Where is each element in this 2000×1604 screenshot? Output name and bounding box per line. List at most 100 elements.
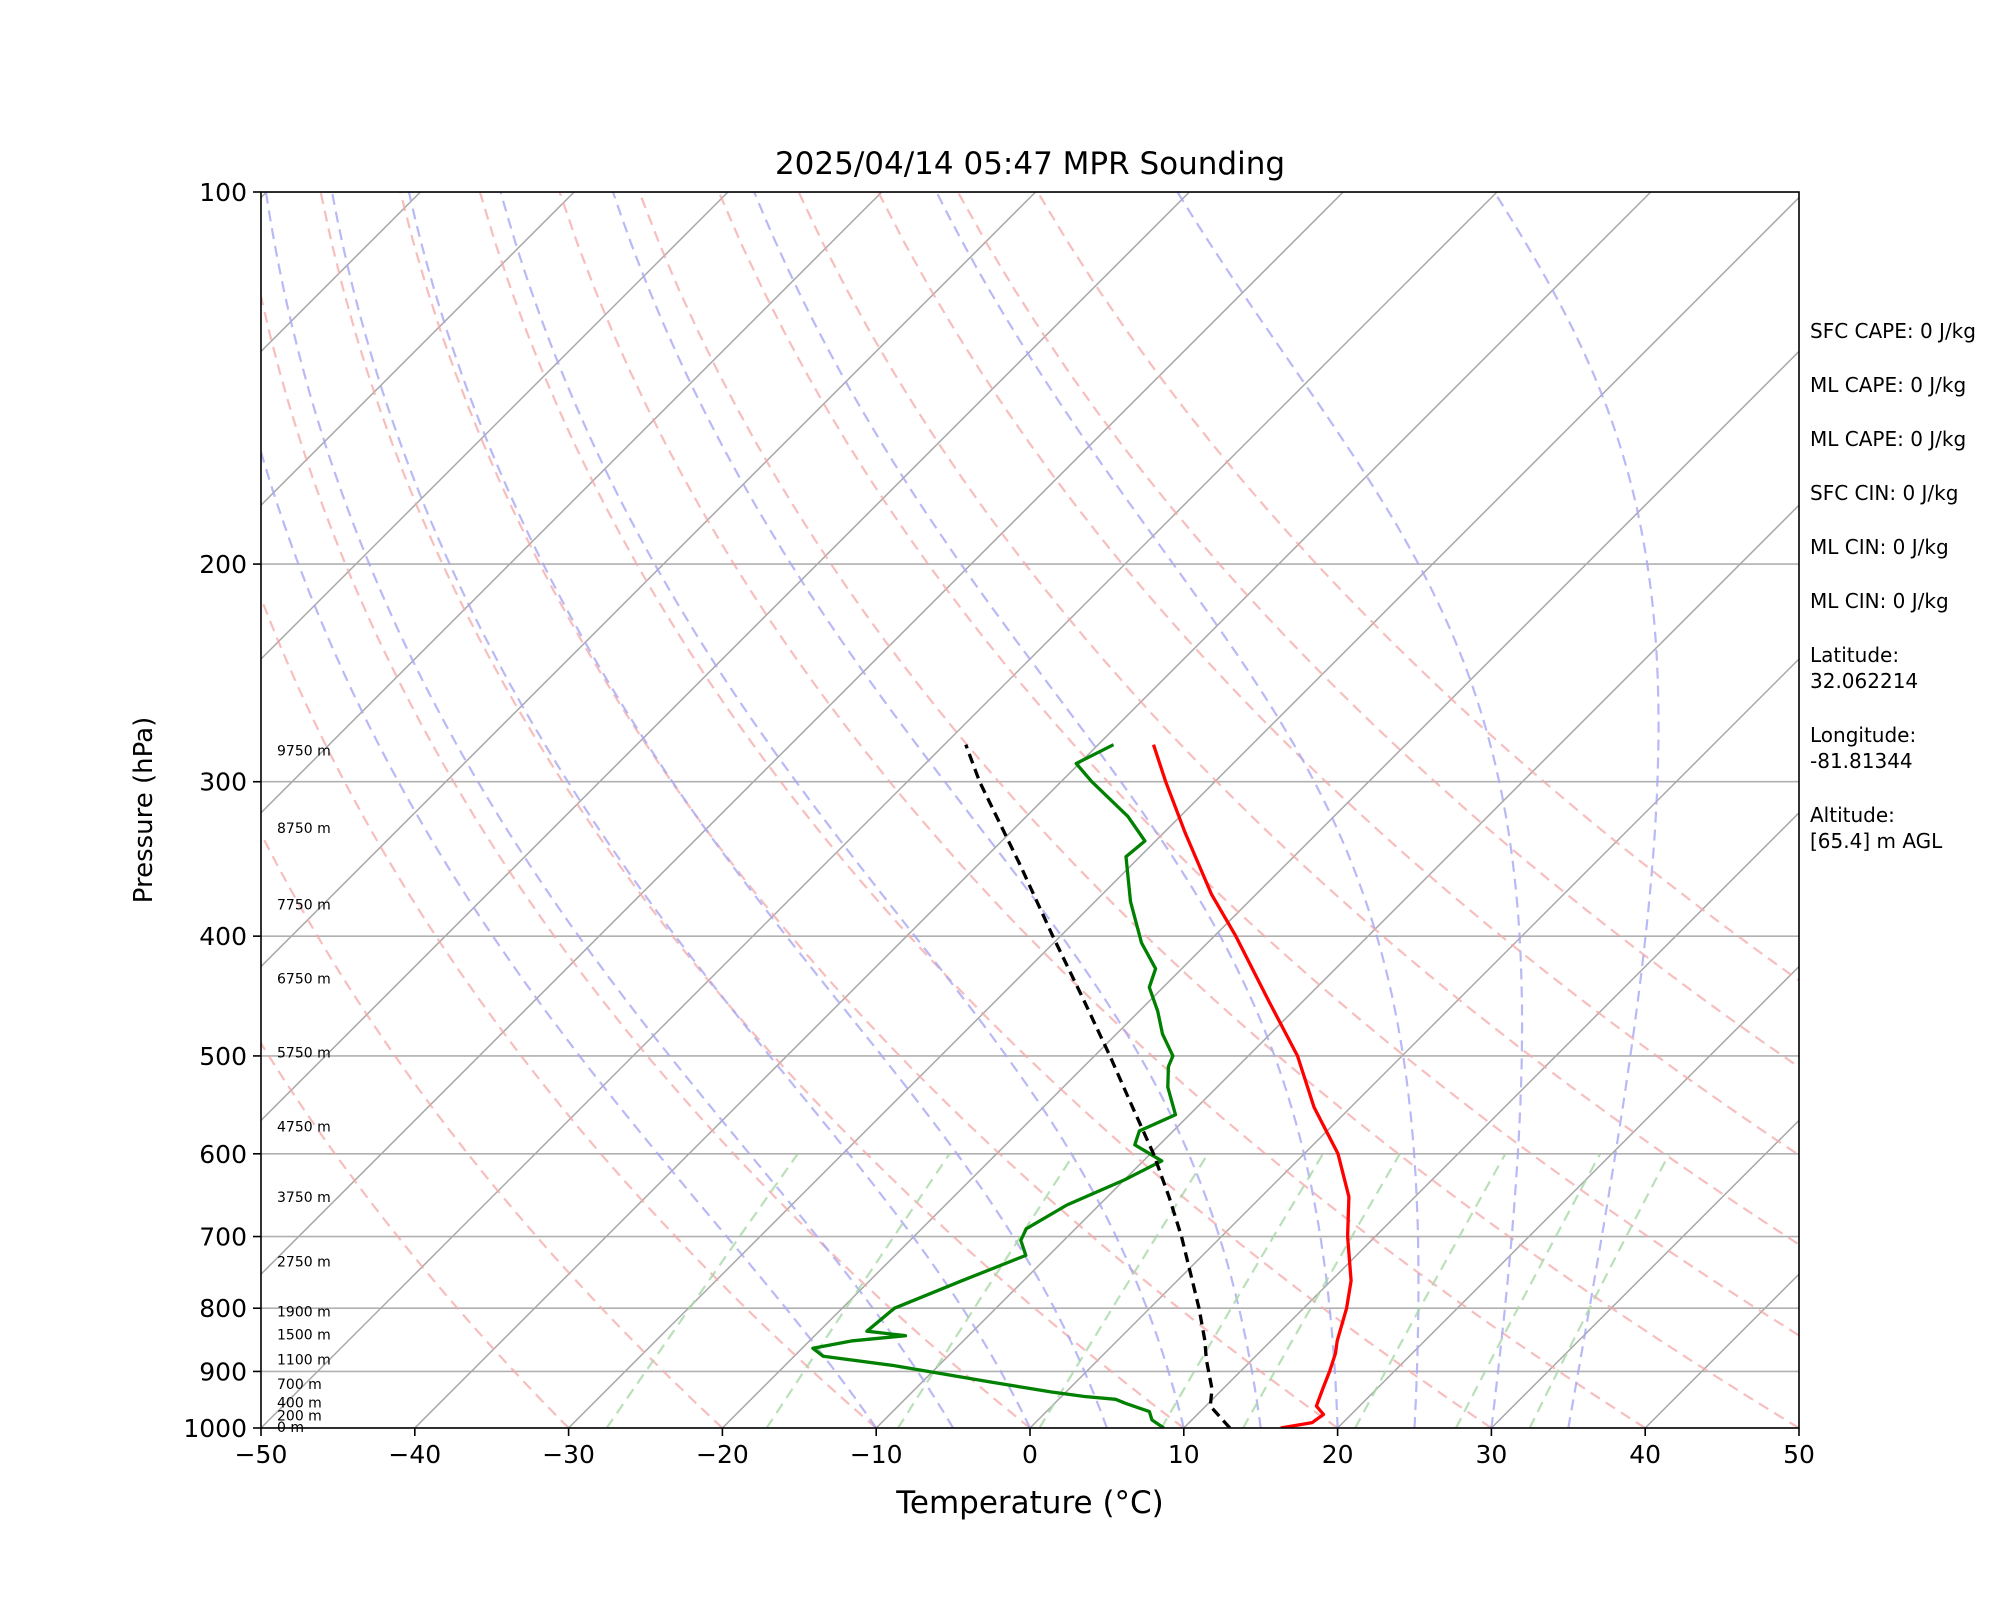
sounding-info-panel: SFC CAPE: 0 J/kg ML CAPE: 0 J/kg ML CAPE… bbox=[1810, 318, 1995, 882]
dewpoint-profile bbox=[811, 743, 1178, 1428]
dry-adiabat-line bbox=[261, 291, 1031, 1428]
height-label: 200 m bbox=[277, 1409, 322, 1425]
dry-adiabat-line bbox=[319, 192, 1185, 1428]
moist-adiabat-line bbox=[407, 192, 1108, 1428]
mixing-ratio-line bbox=[1038, 1153, 1209, 1428]
x-tick-label: 0 bbox=[1022, 1440, 1038, 1469]
ml-cape-text: ML CAPE: 0 J/kg bbox=[1810, 373, 1967, 397]
y-tick-label: 1000 bbox=[183, 1414, 247, 1443]
isotherm-line bbox=[261, 192, 575, 507]
chart-title: 2025/04/14 05:47 MPR Sounding bbox=[775, 146, 1285, 182]
height-label: 3750 m bbox=[277, 1190, 331, 1206]
mixing-ratio-line bbox=[1354, 1153, 1507, 1428]
isotherm-line bbox=[261, 192, 1344, 1276]
y-tick-label: 400 bbox=[199, 922, 247, 951]
moist-adiabat-line bbox=[753, 192, 1339, 1428]
x-tick-label: 10 bbox=[1168, 1440, 1200, 1469]
ml-cape-text-2: ML CAPE: 0 J/kg bbox=[1810, 427, 1967, 451]
altitude-value: [65.4] m AGL bbox=[1810, 829, 1943, 853]
x-tick-label: −30 bbox=[542, 1440, 595, 1469]
isotherm-line bbox=[414, 192, 1652, 1428]
isotherm-line bbox=[261, 192, 729, 661]
ml-cin-text-2: ML CIN: 0 J/kg bbox=[1810, 589, 1949, 613]
height-label: 5750 m bbox=[277, 1046, 331, 1062]
isotherm-line bbox=[721, 350, 1799, 1428]
latitude-value: 32.062214 bbox=[1810, 669, 1919, 693]
dry-adiabat-line bbox=[956, 192, 1799, 1069]
x-axis-label: Temperature (°C) bbox=[895, 1485, 1164, 1521]
height-label: 7750 m bbox=[277, 897, 331, 913]
isotherm-line bbox=[261, 192, 1498, 1428]
sfc-cin-text: SFC CIN: 0 J/kg bbox=[1810, 481, 1959, 505]
y-tick-label: 600 bbox=[199, 1140, 247, 1169]
plot-frame bbox=[260, 191, 1800, 1429]
dry-adiabat-line bbox=[797, 192, 1799, 1246]
dry-adiabat-line bbox=[717, 192, 1799, 1337]
latitude-block: Latitude: 32.062214 bbox=[1810, 642, 1995, 694]
height-label: 1100 m bbox=[277, 1352, 331, 1368]
moist-adiabat-line bbox=[1176, 192, 1524, 1428]
isotherm-line bbox=[261, 192, 1190, 1122]
x-tick-label: 50 bbox=[1783, 1440, 1815, 1469]
dry-adiabat-line bbox=[261, 831, 724, 1428]
dry-adiabat-line bbox=[638, 192, 1799, 1428]
y-tick-label: 200 bbox=[199, 550, 247, 579]
isotherm-line bbox=[568, 196, 1799, 1428]
x-tick-label: −50 bbox=[235, 1440, 288, 1469]
height-label: 2750 m bbox=[277, 1254, 331, 1270]
moist-adiabat-line bbox=[261, 448, 878, 1428]
longitude-value: -81.81344 bbox=[1810, 749, 1913, 773]
mixing-ratio-line bbox=[605, 1153, 799, 1428]
ml-cin-text: ML CIN: 0 J/kg bbox=[1810, 535, 1949, 559]
moist-adiabat-line bbox=[935, 192, 1420, 1428]
mixing-ratio-line bbox=[1528, 1153, 1671, 1428]
y-tick-label: 800 bbox=[199, 1294, 247, 1323]
dry-adiabat-line bbox=[877, 192, 1799, 1157]
height-label: 4750 m bbox=[277, 1119, 331, 1135]
altitude-block: Altitude: [65.4] m AGL bbox=[1810, 802, 1995, 854]
mixing-ratio-line bbox=[1160, 1153, 1324, 1428]
sfc-cape-text: SFC CAPE: 0 J/kg bbox=[1810, 319, 1976, 343]
y-tick-label: 300 bbox=[199, 768, 247, 797]
dry-adiabat-line bbox=[1036, 192, 1799, 982]
moist-adiabat-line bbox=[611, 192, 1262, 1428]
isotherm-line bbox=[1029, 657, 1799, 1428]
dry-adiabat-line bbox=[478, 192, 1493, 1428]
isotherm-line bbox=[1490, 1119, 1799, 1428]
moist-adiabat-line bbox=[264, 192, 955, 1428]
height-label: 700 m bbox=[277, 1377, 322, 1393]
height-label: 8750 m bbox=[277, 821, 331, 837]
moist-adiabat-line bbox=[330, 192, 1031, 1428]
x-tick-label: 20 bbox=[1322, 1440, 1354, 1469]
moist-adiabat-line bbox=[499, 192, 1185, 1428]
isotherm-line bbox=[1183, 811, 1799, 1428]
x-tick-label: −40 bbox=[388, 1440, 441, 1469]
y-axis-label: Pressure (hPa) bbox=[129, 717, 159, 904]
height-label: 6750 m bbox=[277, 972, 331, 988]
dry-adiabat-line bbox=[261, 1041, 570, 1428]
longitude-label: Longitude: bbox=[1810, 723, 1917, 747]
height-label: 9750 m bbox=[277, 743, 331, 759]
altitude-label: Altitude: bbox=[1810, 803, 1895, 827]
dry-adiabat-line bbox=[399, 192, 1339, 1428]
y-tick-label: 100 bbox=[199, 178, 247, 207]
height-label: 400 m bbox=[277, 1396, 322, 1412]
mixing-ratio-line bbox=[1242, 1153, 1401, 1428]
isotherm-line bbox=[261, 192, 1037, 968]
height-label: 1500 m bbox=[277, 1327, 331, 1343]
y-tick-label: 900 bbox=[199, 1357, 247, 1386]
longitude-block: Longitude: -81.81344 bbox=[1810, 722, 1995, 774]
y-tick-label: 500 bbox=[199, 1042, 247, 1071]
moist-adiabat-line bbox=[1493, 192, 1660, 1428]
temperature-profile bbox=[1151, 744, 1353, 1428]
isotherm-line bbox=[875, 504, 1799, 1428]
x-tick-label: −20 bbox=[696, 1440, 749, 1469]
isotherm-line bbox=[0, 192, 113, 1428]
mixing-ratio-line bbox=[1455, 1153, 1602, 1428]
parcel-profile bbox=[964, 744, 1232, 1428]
mixing-ratio-line bbox=[897, 1153, 1076, 1428]
dry-adiabat-line bbox=[558, 192, 1646, 1428]
mixing-ratio-line bbox=[765, 1153, 951, 1428]
